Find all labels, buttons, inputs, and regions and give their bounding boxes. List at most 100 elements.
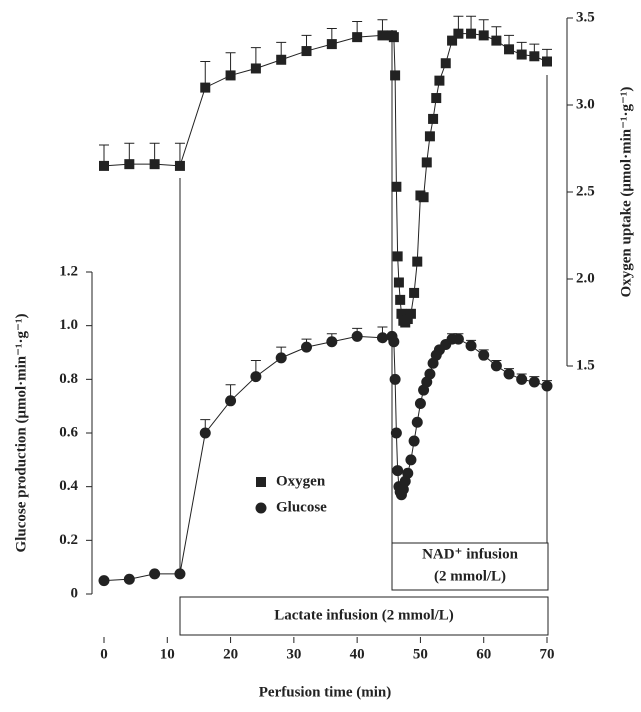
point (174, 568, 186, 580)
point (392, 465, 404, 477)
point (389, 373, 401, 385)
point (447, 35, 458, 46)
point (452, 333, 464, 345)
x-axis-title: Perfusion time (min) (259, 684, 391, 700)
point (424, 368, 436, 380)
point (199, 427, 211, 439)
point (352, 32, 363, 43)
point (431, 93, 442, 104)
point (124, 159, 135, 170)
y-tick-label: 0.8 (59, 371, 78, 387)
point (408, 435, 420, 447)
y2-tick-label: 2.0 (576, 270, 595, 286)
point (250, 371, 262, 383)
x-tick-label: 10 (160, 646, 175, 662)
point (405, 454, 417, 466)
nad-box (391, 542, 549, 591)
legend-marker (255, 502, 267, 514)
point (225, 70, 236, 81)
x-tick-label: 40 (350, 646, 365, 662)
nad-label: NAD⁺ infusion (422, 546, 519, 562)
lactate-box (179, 596, 549, 636)
series-line (103, 33, 548, 324)
point (98, 575, 110, 587)
y-tick-label: 0.2 (59, 532, 78, 548)
point (275, 352, 287, 364)
point (453, 28, 464, 39)
point (418, 192, 429, 203)
point (225, 395, 237, 407)
y2-tick-label: 1.5 (576, 357, 595, 373)
point (99, 160, 109, 171)
point (516, 373, 528, 385)
point (412, 256, 423, 267)
point (351, 330, 363, 342)
point (465, 340, 477, 352)
point (405, 308, 416, 319)
point (440, 58, 451, 69)
point (376, 332, 388, 344)
y-axis-title: Glucose production (μmol·min⁻¹·g⁻¹) (13, 314, 29, 553)
point (388, 336, 400, 348)
point (250, 63, 261, 74)
point (123, 573, 135, 585)
point (424, 131, 435, 142)
point (402, 314, 413, 325)
point (174, 160, 185, 171)
series-line (103, 335, 548, 582)
point (390, 427, 402, 439)
point (434, 75, 445, 86)
point (516, 49, 527, 60)
legend-label: Glucose (276, 499, 327, 515)
x-tick-label: 0 (100, 646, 108, 662)
point (504, 44, 515, 55)
point (326, 39, 337, 50)
x-tick-label: 70 (540, 646, 555, 662)
point (276, 54, 287, 65)
point (396, 308, 407, 319)
y2-tick-label: 3.0 (576, 96, 595, 112)
nad-label-conc: (2 mmol/L) (434, 568, 506, 584)
x-tick-label: 20 (223, 646, 238, 662)
point (391, 181, 402, 192)
point (200, 82, 211, 93)
point (421, 157, 432, 168)
point (395, 294, 406, 305)
point (466, 28, 477, 39)
y-tick-label: 1.2 (59, 263, 78, 279)
point (428, 113, 439, 124)
point (411, 416, 423, 428)
point (388, 32, 399, 43)
point (478, 349, 490, 361)
point (529, 51, 540, 62)
point (301, 341, 313, 353)
point (149, 159, 160, 170)
point (542, 56, 552, 67)
point (301, 46, 312, 57)
lactate-label: Lactate infusion (2 mmol/L) (274, 607, 454, 623)
point (377, 30, 388, 41)
point (490, 360, 502, 372)
x-tick-label: 30 (286, 646, 301, 662)
y-tick-label: 1.0 (59, 317, 78, 333)
point (409, 287, 420, 298)
point (478, 30, 489, 41)
y-tick-label: 0 (71, 585, 79, 601)
point (491, 35, 502, 46)
x-tick-label: 50 (413, 646, 428, 662)
y2-axis-title: Oxygen uptake (μmol·min⁻¹·g⁻¹) (618, 87, 634, 298)
point (393, 277, 404, 288)
point (503, 368, 515, 380)
point (390, 70, 401, 81)
y-tick-label: 0.6 (59, 424, 78, 440)
point (326, 336, 338, 348)
point (392, 251, 403, 262)
point (414, 397, 426, 409)
x-tick-label: 60 (476, 646, 491, 662)
point (149, 568, 161, 580)
y-tick-label: 0.4 (59, 478, 78, 494)
legend-label: Oxygen (276, 473, 326, 489)
point (528, 376, 540, 388)
point (541, 380, 553, 392)
